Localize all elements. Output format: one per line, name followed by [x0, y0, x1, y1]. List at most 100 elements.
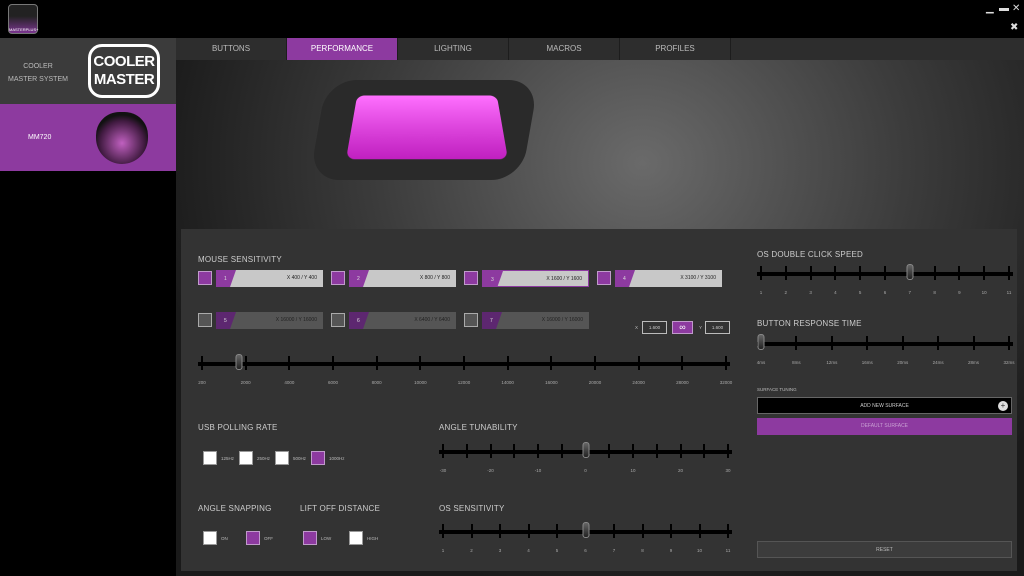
tick-label: 8ms: [792, 360, 801, 365]
default-surface-button[interactable]: DEFAULT SURFACE: [757, 418, 1012, 435]
response-time-slider[interactable]: 4ms 8ms 12ms 16ms 20ms 24ms 28ms 32ms: [757, 334, 1015, 365]
slider-tick: [866, 336, 869, 350]
dpi-stage-7[interactable]: 7 X 16000 / Y 16000: [482, 312, 589, 329]
device-label: MM720: [28, 134, 52, 141]
slider-tick: [859, 266, 862, 280]
slider-thumb[interactable]: [582, 522, 589, 538]
slider-tick: [465, 444, 468, 458]
slider-tick: [288, 356, 291, 370]
slider-tick: [442, 524, 444, 538]
tab-buttons[interactable]: BUTTONS: [176, 38, 287, 60]
stage-checkbox[interactable]: [464, 313, 478, 327]
tick-label: 24000: [632, 380, 645, 385]
link-icon[interactable]: ∞: [672, 321, 693, 334]
tick-label: 8000: [371, 380, 382, 385]
tick-label: 0: [584, 468, 587, 473]
tools-icon[interactable]: ✖: [1010, 22, 1019, 33]
tick-label: 12000: [457, 380, 471, 385]
polling-1000hz-checkbox[interactable]: [311, 451, 325, 465]
close-icon[interactable]: ✕: [1012, 3, 1021, 14]
polling-label: 500Hz: [293, 456, 307, 461]
angle-tunability-title: ANGLE TUNABILITY: [439, 423, 518, 432]
slider-tick: [933, 266, 936, 280]
angle-tunability-slider[interactable]: -30 -20 -10 0 10 20 30: [439, 442, 732, 473]
stage-number: 4: [615, 270, 635, 287]
tick-label: 6: [883, 290, 887, 295]
stage-checkbox[interactable]: [198, 271, 212, 285]
dpi-stage-1[interactable]: 1 X 400 / Y 400: [216, 270, 323, 287]
polling-label: 125Hz: [221, 456, 235, 461]
tick-label: 10000: [414, 380, 427, 385]
add-surface-label: ADD NEW SURFACE: [860, 403, 909, 409]
slider-thumb[interactable]: [757, 334, 765, 350]
usb-polling-title: USB POLLING RATE: [198, 423, 278, 432]
slider-tick: [499, 524, 501, 538]
stage-checkbox[interactable]: [331, 271, 345, 285]
tick-label: 200: [198, 380, 206, 385]
slider-tick: [809, 266, 812, 280]
slider-tick: [655, 444, 658, 458]
dpi-stage-4[interactable]: 4 X 3100 / Y 3100: [615, 270, 722, 287]
polling-250hz-checkbox[interactable]: [239, 451, 253, 465]
sidebar-item-device[interactable]: MM720: [0, 104, 176, 171]
slider-tick: [613, 524, 615, 538]
dpi-stage-6[interactable]: 6 X 6400 / Y 6400: [349, 312, 456, 329]
liftoff-label: LOW: [321, 536, 332, 541]
masterplus-logo[interactable]: MASTERPLUS+: [8, 4, 38, 34]
tab-macros[interactable]: MACROS: [509, 38, 620, 60]
double-click-slider[interactable]: 1 2 3 4 5 6 7 8 9 10 11: [757, 264, 1013, 295]
slider-thumb[interactable]: [906, 264, 914, 280]
stage-checkbox[interactable]: [464, 271, 478, 285]
tick-label: 32000: [719, 380, 733, 385]
tick-label: 7: [612, 548, 616, 553]
tick-label: 24ms: [932, 360, 944, 365]
liftoff-high-checkbox[interactable]: [349, 531, 363, 545]
reset-button[interactable]: RESET: [757, 541, 1012, 558]
dpi-stage-3[interactable]: 3 X 1600 / Y 1600: [482, 270, 589, 287]
x-value-input[interactable]: 1.600: [642, 321, 667, 334]
os-sensitivity-slider[interactable]: 1 2 3 4 5 6 7 8 9 10 11: [439, 522, 732, 553]
polling-125hz-checkbox[interactable]: [203, 451, 217, 465]
stage-checkbox[interactable]: [597, 271, 611, 285]
stage-number: 1: [216, 270, 236, 287]
stage-value: X 16000 / Y 16000: [541, 317, 583, 323]
slider-tick: [937, 336, 940, 350]
lift-off-title: LIFT OFF DISTANCE: [300, 504, 380, 513]
tick-label: 32ms: [1003, 360, 1015, 365]
minimize-icon[interactable]: ▁: [986, 3, 994, 14]
stage-number: 3: [483, 271, 503, 286]
stage-checkbox[interactable]: [198, 313, 212, 327]
tick-label: -20: [487, 468, 494, 473]
y-label: Y: [699, 325, 703, 330]
slider-tick: [470, 524, 473, 538]
slider-tick: [884, 266, 886, 280]
slider-tick: [442, 444, 444, 458]
tick-label: 3: [498, 548, 502, 553]
dpi-slider[interactable]: 200 2000 4000 6000 8000 10000 12000 14000 16000 2…: [198, 354, 732, 385]
tick-label: 4: [834, 290, 837, 295]
y-value-input[interactable]: 1.600: [705, 321, 730, 334]
tab-performance[interactable]: PERFORMANCE: [287, 38, 398, 60]
polling-500hz-checkbox[interactable]: [275, 451, 289, 465]
tab-lighting[interactable]: LIGHTING: [398, 38, 509, 60]
slider-thumb[interactable]: [235, 354, 243, 370]
tab-profiles[interactable]: PROFILES: [620, 38, 731, 60]
liftoff-low-checkbox[interactable]: [303, 531, 317, 545]
slider-tick: [641, 524, 644, 538]
slider-tick: [550, 356, 553, 370]
stage-checkbox[interactable]: [331, 313, 345, 327]
stage-value: X 3100 / Y 3100: [680, 275, 716, 281]
plus-icon[interactable]: +: [998, 401, 1008, 411]
snapping-off-checkbox[interactable]: [246, 531, 260, 545]
snapping-on-checkbox[interactable]: [203, 531, 217, 545]
add-new-surface-button[interactable]: ADD NEW SURFACE +: [757, 397, 1012, 414]
maximize-icon[interactable]: ▬: [999, 3, 1009, 14]
tick-label: 2: [470, 548, 473, 553]
tick-label: 20: [677, 468, 684, 473]
dpi-stage-2[interactable]: 2 X 800 / Y 800: [349, 270, 456, 287]
slider-thumb[interactable]: [582, 442, 589, 458]
stage-value: X 6400 / Y 6400: [414, 317, 450, 323]
dpi-stage-5[interactable]: 5 X 16000 / Y 16000: [216, 312, 323, 329]
sidebar-item-system[interactable]: COOLER MASTER SYSTEM COOLER MASTER: [0, 38, 176, 104]
slider-tick: [537, 444, 539, 458]
